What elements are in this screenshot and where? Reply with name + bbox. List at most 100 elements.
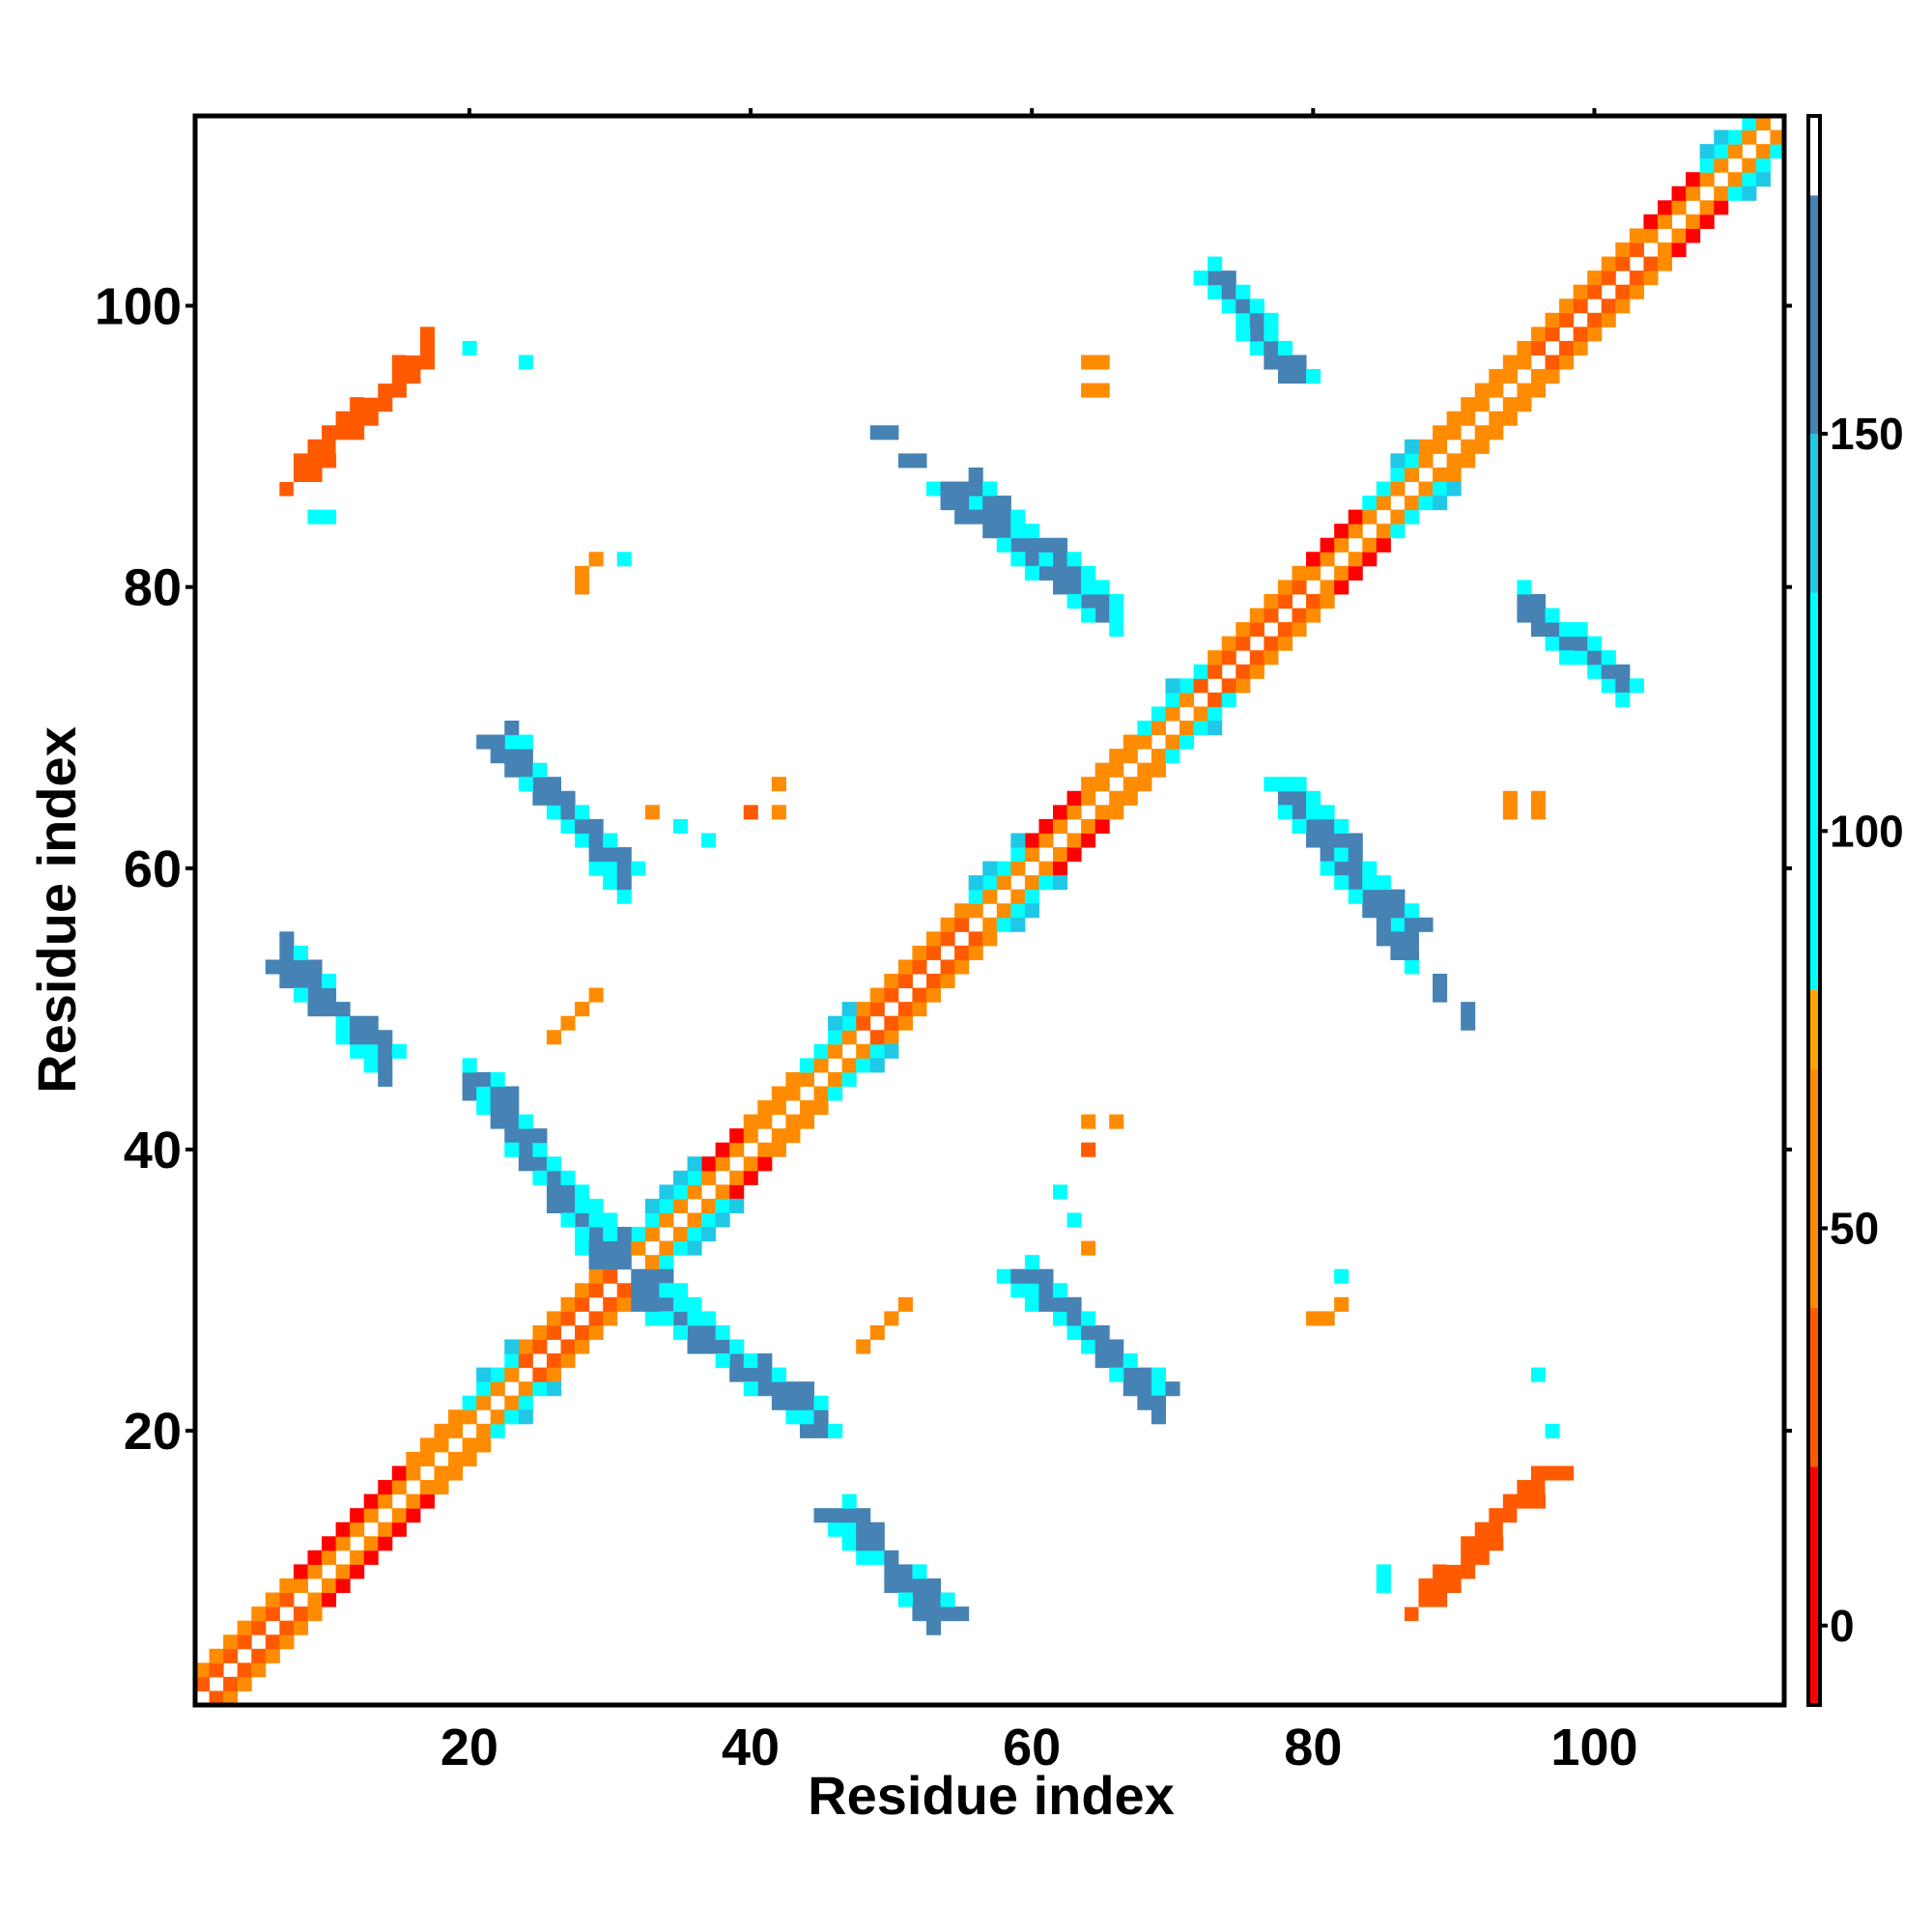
heatmap-cell xyxy=(1024,565,1039,581)
heatmap-cell xyxy=(771,1142,786,1157)
heatmap-cell xyxy=(237,1662,252,1678)
heatmap-cell xyxy=(982,524,998,539)
heatmap-cell xyxy=(672,1296,689,1312)
heatmap-cell xyxy=(1446,453,1462,469)
heatmap-cell xyxy=(1699,157,1715,173)
heatmap-cell xyxy=(265,1592,280,1607)
heatmap-cell xyxy=(350,425,365,440)
heatmap-cell xyxy=(1461,1564,1476,1579)
heatmap-cell xyxy=(869,1043,885,1059)
heatmap-cell xyxy=(504,1114,520,1129)
heatmap-cell xyxy=(729,1198,745,1213)
heatmap-cell xyxy=(1601,678,1616,694)
heatmap-cell xyxy=(1277,580,1293,595)
heatmap-cell xyxy=(265,1648,280,1663)
heatmap-cell xyxy=(1446,425,1462,440)
heatmap-cell xyxy=(293,1564,308,1579)
heatmap-cell xyxy=(1024,833,1039,848)
heatmap-cell xyxy=(588,1311,604,1326)
heatmap-cell xyxy=(1755,116,1771,131)
heatmap-cell xyxy=(1137,762,1152,778)
heatmap-cell xyxy=(1264,636,1279,651)
heatmap-cell xyxy=(1306,1311,1321,1326)
heatmap-cell xyxy=(1348,889,1363,904)
heatmap-cell xyxy=(1573,327,1588,342)
heatmap-cell xyxy=(532,1156,548,1172)
heatmap-cell xyxy=(1264,312,1279,327)
colorbar-band xyxy=(1808,989,1820,1069)
heatmap-cell xyxy=(1122,734,1138,750)
heatmap-cell xyxy=(841,1508,857,1523)
heatmap-cell xyxy=(841,1071,857,1087)
heatmap-cell xyxy=(912,1564,927,1579)
heatmap-cell xyxy=(504,1367,520,1382)
heatmap-cell xyxy=(406,369,421,384)
heatmap-cell xyxy=(757,1142,773,1157)
heatmap-cell xyxy=(560,1339,576,1354)
heatmap-cell xyxy=(1122,790,1138,806)
heatmap-cell xyxy=(223,1634,239,1650)
heatmap-cell xyxy=(504,1086,520,1101)
y-axis-ticks: 20 40 60 80 100 xyxy=(95,278,1792,1461)
heatmap-cell xyxy=(1573,284,1588,299)
heatmap-cell xyxy=(434,1480,449,1495)
heatmap-cell xyxy=(813,1058,829,1073)
heatmap-cell xyxy=(1755,144,1771,159)
heatmap-cell xyxy=(209,1662,224,1678)
heatmap-cell xyxy=(350,1015,365,1031)
y-tick-label: 80 xyxy=(124,559,182,617)
heatmap-cell xyxy=(884,1043,899,1059)
heatmap-cell xyxy=(1109,762,1124,778)
heatmap-cell xyxy=(1559,650,1575,666)
heatmap-cell xyxy=(968,467,983,482)
heatmap-cell xyxy=(419,1493,435,1509)
heatmap-cell xyxy=(307,439,323,454)
heatmap-cell xyxy=(1489,425,1504,440)
heatmap-cell xyxy=(1671,228,1687,243)
heatmap-cell xyxy=(603,875,618,891)
heatmap-cell xyxy=(1306,369,1321,384)
heatmap-cell xyxy=(476,1367,492,1382)
heatmap-cell xyxy=(968,875,983,891)
heatmap-cell xyxy=(1151,1381,1166,1397)
heatmap-cell xyxy=(687,1227,702,1242)
heatmap-cell xyxy=(1010,833,1026,848)
heatmap-cell xyxy=(504,1395,520,1410)
heatmap-cell xyxy=(785,1395,801,1410)
heatmap-cell xyxy=(588,833,604,848)
heatmap-cell xyxy=(490,1423,505,1438)
heatmap-cell xyxy=(771,1100,786,1116)
heatmap-cell xyxy=(1109,749,1124,764)
heatmap-cell xyxy=(1404,496,1420,511)
heatmap-cell xyxy=(476,1395,492,1410)
heatmap-cell xyxy=(575,833,590,848)
heatmap-cell xyxy=(841,1030,857,1045)
heatmap-cell xyxy=(279,467,295,482)
heatmap-cell xyxy=(195,1676,211,1691)
heatmap-cell xyxy=(1066,593,1082,610)
heatmap-cell xyxy=(982,861,998,876)
heatmap-cell xyxy=(1348,524,1363,539)
heatmap-cell xyxy=(1109,622,1124,638)
heatmap-cell xyxy=(1348,509,1363,525)
heatmap-cell xyxy=(1066,1212,1082,1228)
heatmap-cell xyxy=(1264,650,1279,666)
heatmap-cell xyxy=(560,1311,576,1326)
heatmap-cells xyxy=(195,116,1785,1706)
heatmap-cell xyxy=(518,1409,533,1425)
heatmap-cell xyxy=(1193,664,1208,679)
heatmap-cell xyxy=(869,1521,885,1537)
heatmap-cell xyxy=(588,1227,604,1242)
heatmap-cell xyxy=(378,397,393,412)
heatmap-cell xyxy=(1109,1114,1124,1129)
heatmap-cell xyxy=(1208,270,1223,286)
heatmap-cell xyxy=(701,833,717,848)
heatmap-cell xyxy=(504,762,520,778)
heatmap-cell xyxy=(462,340,477,355)
heatmap-cell xyxy=(1418,1606,1434,1622)
heatmap-cell xyxy=(391,1508,407,1523)
heatmap-cell xyxy=(1376,496,1391,511)
heatmap-cell xyxy=(616,552,632,567)
heatmap-cell xyxy=(546,1198,561,1213)
heatmap-cell xyxy=(1306,790,1321,806)
